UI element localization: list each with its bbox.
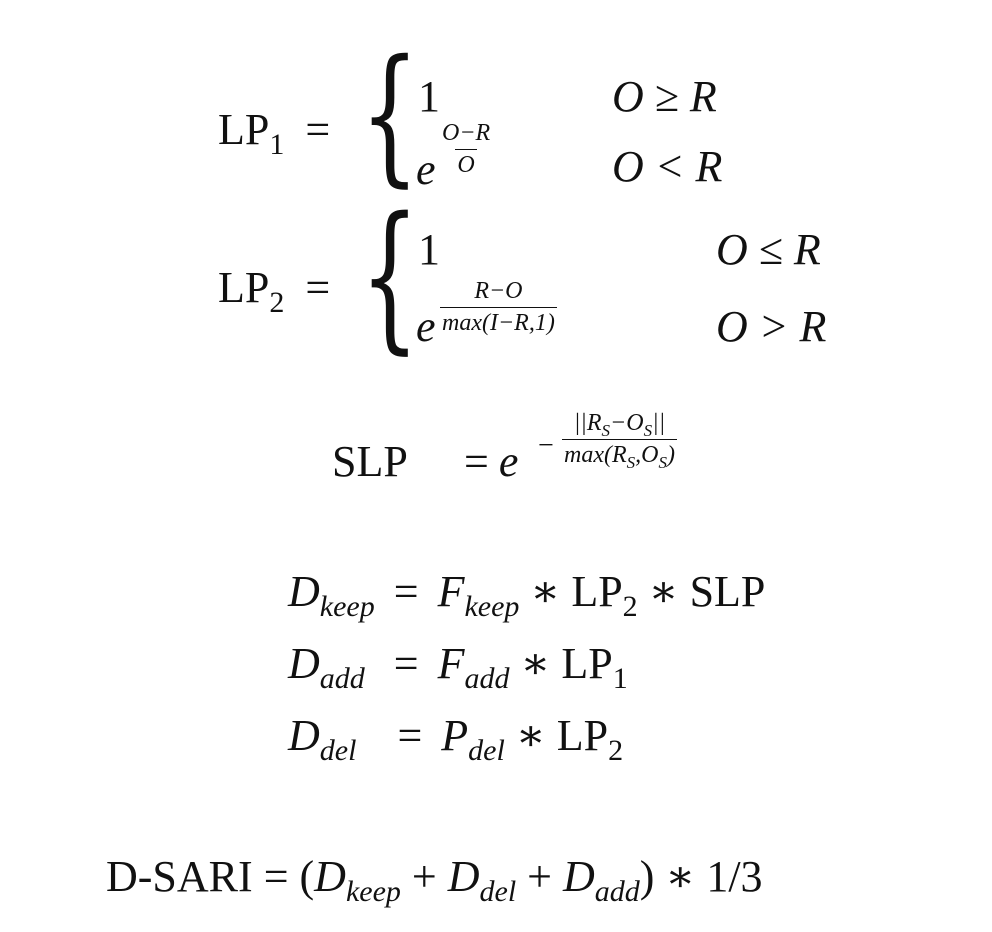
slp-den-close: ) bbox=[666, 442, 675, 468]
lp1-case2-exponent: O−R O bbox=[440, 120, 492, 179]
lp1-lhs: LP1 = bbox=[218, 105, 331, 160]
ddel-equals: = bbox=[397, 711, 423, 760]
slp-rhs-base: = e bbox=[464, 440, 518, 484]
dsari-term2-sub: del bbox=[479, 875, 517, 908]
dadd-lp-term: ∗ LP bbox=[509, 639, 613, 688]
dsari-term2: D bbox=[447, 852, 480, 901]
ddel-factor: P bbox=[441, 711, 469, 760]
slp-den-open: max(R bbox=[564, 442, 627, 468]
lp1-label: LP bbox=[218, 105, 270, 154]
dsari-plus2: + bbox=[516, 852, 563, 901]
dkeep-lp-sub: 2 bbox=[622, 590, 638, 623]
dkeep-lhs-sub: keep bbox=[319, 590, 375, 623]
dsari-term3: D bbox=[562, 852, 595, 901]
lp2-index: 2 bbox=[269, 286, 285, 319]
lp1-case1-value: 1 bbox=[418, 72, 440, 121]
lp2-case1-condition: O ≤ R bbox=[716, 225, 821, 274]
lp1-case2-base: e bbox=[416, 145, 436, 194]
dkeep-lhs: D bbox=[288, 567, 320, 616]
equation-ddel: Ddel = Pdel ∗ LP2 bbox=[288, 711, 623, 766]
dsari-plus1: + bbox=[400, 852, 448, 901]
slp-exponent: ||RS−OS|| max(RS,OS) bbox=[562, 410, 677, 472]
slp-num-sub1: S bbox=[601, 421, 611, 440]
slp-num-close: || bbox=[652, 410, 666, 436]
lp2-lhs: LP2 = bbox=[218, 263, 331, 318]
equation-dkeep: Dkeep = Fkeep ∗ LP2 ∗ SLP bbox=[288, 567, 766, 622]
dkeep-factor-sub: keep bbox=[464, 590, 520, 623]
dsari-term1: D bbox=[314, 852, 346, 901]
lp1-exp-numerator: O−R bbox=[442, 120, 491, 146]
slp-den-sub2: S bbox=[658, 453, 667, 472]
lp1-index: 1 bbox=[269, 128, 285, 161]
dsari-tail: ) ∗ 1/3 bbox=[639, 852, 763, 901]
lp2-label: LP bbox=[218, 263, 270, 312]
lp2-case2-base: e bbox=[416, 302, 436, 351]
dadd-equals: = bbox=[393, 639, 419, 688]
dsari-label: D-SARI bbox=[106, 852, 253, 901]
dsari-term1-sub: keep bbox=[345, 875, 401, 908]
dkeep-lp-term: ∗ LP bbox=[519, 567, 623, 616]
lp2-case2-condition: O > R bbox=[716, 302, 827, 351]
lp1-equals: = bbox=[305, 105, 331, 154]
lp1-case2-condition: O < R bbox=[612, 142, 723, 191]
ddel-lhs-sub: del bbox=[319, 734, 357, 767]
dadd-lhs-sub: add bbox=[319, 662, 365, 695]
slp-den-mid: ,O bbox=[635, 442, 659, 468]
equation-dsari: D-SARI = (Dkeep + Ddel + Dadd) ∗ 1/3 bbox=[106, 852, 763, 907]
dsari-term3-sub: add bbox=[594, 875, 640, 908]
dkeep-equals: = bbox=[393, 567, 419, 616]
lp2-equals: = bbox=[305, 263, 331, 312]
lp2-exp-numerator: R−O bbox=[474, 278, 523, 304]
dkeep-factor: F bbox=[437, 567, 465, 616]
dsari-equals: = ( bbox=[252, 852, 315, 901]
ddel-lp-term: ∗ LP bbox=[504, 711, 609, 760]
lp1-exp-denominator: O bbox=[455, 149, 477, 179]
dadd-factor-sub: add bbox=[464, 662, 510, 695]
slp-exp-minus: − bbox=[538, 430, 554, 461]
lp2-exp-denominator: max(I−R,1) bbox=[440, 307, 557, 337]
lp1-brace: { bbox=[360, 27, 420, 201]
dadd-lhs: D bbox=[288, 639, 320, 688]
lp1-case1-condition: O ≥ R bbox=[612, 72, 717, 121]
dadd-factor: F bbox=[437, 639, 465, 688]
ddel-factor-sub: del bbox=[468, 734, 505, 767]
slp-num-mid: −O bbox=[610, 410, 644, 436]
slp-label: SLP bbox=[332, 437, 408, 486]
lp2-case1-value: 1 bbox=[418, 225, 440, 274]
ddel-lp-sub: 2 bbox=[608, 734, 624, 767]
slp-exp-numerator: ||RS−OS|| bbox=[572, 410, 668, 440]
slp-num-open: ||R bbox=[573, 410, 602, 436]
dkeep-slp-term: ∗ SLP bbox=[637, 567, 766, 616]
equation-dadd: Dadd = Fadd ∗ LP1 bbox=[288, 639, 628, 694]
slp-den-sub1: S bbox=[626, 453, 636, 472]
slp-num-sub2: S bbox=[643, 421, 653, 440]
slp-equals: = bbox=[464, 437, 489, 486]
lp2-case2-exponent: R−O max(I−R,1) bbox=[440, 278, 557, 337]
dadd-lp-sub: 1 bbox=[612, 662, 628, 695]
slp-exp-denominator: max(RS,OS) bbox=[562, 439, 677, 472]
ddel-lhs: D bbox=[288, 711, 320, 760]
lp2-brace: { bbox=[360, 182, 420, 369]
slp-base: e bbox=[498, 437, 519, 486]
